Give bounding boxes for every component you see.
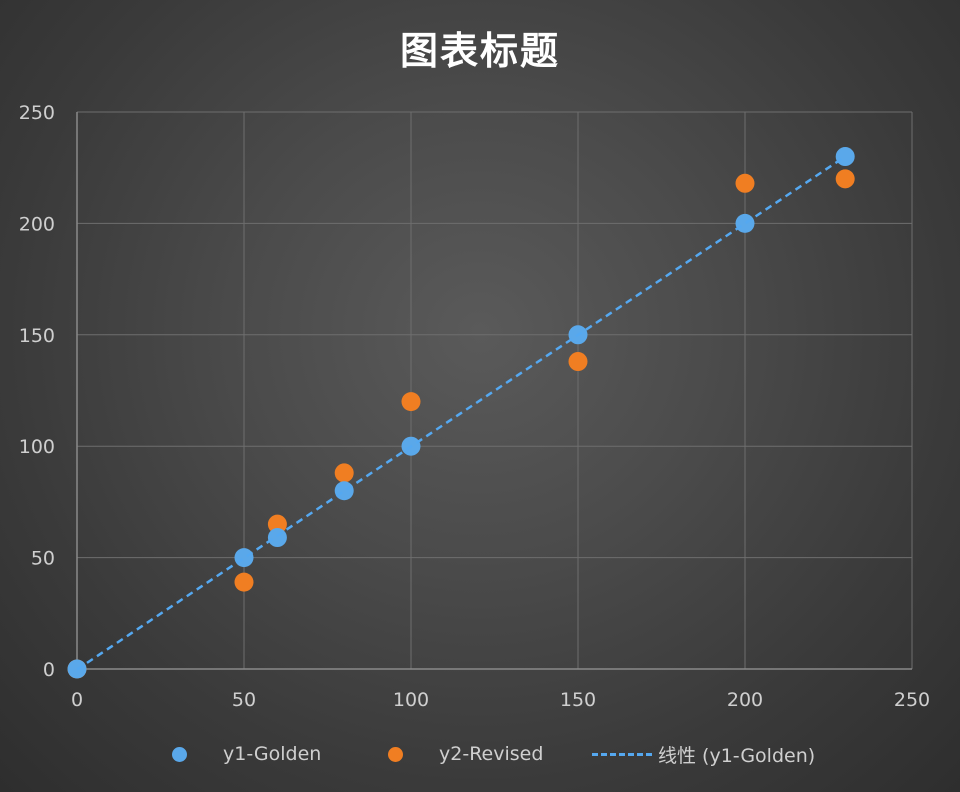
legend-swatch-y1-icon bbox=[172, 746, 187, 762]
y-tick-label: 200 bbox=[19, 213, 55, 235]
x-tick-label: 200 bbox=[727, 689, 763, 711]
y-tick-label: 0 bbox=[43, 659, 55, 681]
legend-swatch-y2-icon bbox=[388, 746, 403, 762]
x-tick-label: 150 bbox=[560, 689, 596, 711]
legend-swatch-trendline-icon bbox=[592, 752, 652, 756]
y-tick-label: 150 bbox=[19, 325, 55, 347]
legend-item-trendline: 线性 (y1-Golden) bbox=[592, 734, 815, 774]
y2-revised-point bbox=[267, 514, 287, 534]
y2-revised-point bbox=[234, 572, 254, 592]
y2-revised-point bbox=[401, 392, 421, 412]
legend-item-y2: y2-Revised bbox=[388, 734, 543, 774]
y2-revised-point bbox=[334, 463, 354, 483]
trendline bbox=[76, 155, 846, 671]
x-tick-label: 50 bbox=[232, 689, 256, 711]
y1-golden-point bbox=[334, 481, 354, 501]
x-tick-label: 0 bbox=[71, 689, 83, 711]
y1-golden-point bbox=[835, 147, 855, 167]
y-tick-label: 50 bbox=[31, 548, 55, 570]
chart-plot: 0 50 100 150 200 250 0 50 100 150 200 250 bbox=[19, 102, 930, 711]
x-tick-label: 250 bbox=[894, 689, 930, 711]
y2-revised-point bbox=[735, 173, 755, 193]
legend-label-y1: y1-Golden bbox=[223, 743, 322, 765]
x-tick-label: 100 bbox=[393, 689, 429, 711]
legend: y1-Golden y2-Revised 线性 (y1-Golden) bbox=[0, 734, 960, 774]
y1-golden-point bbox=[267, 528, 287, 548]
chart-title: 图表标题 bbox=[399, 29, 560, 73]
legend-label-trendline: 线性 (y1-Golden) bbox=[658, 744, 816, 767]
legend-item-y1: y1-Golden bbox=[172, 734, 321, 774]
y-tick-label: 100 bbox=[19, 436, 55, 458]
legend-label-y2: y2-Revised bbox=[439, 743, 544, 765]
y1-golden-point bbox=[234, 548, 254, 568]
y2-revised-point bbox=[568, 352, 588, 372]
y1-golden-point bbox=[735, 213, 755, 233]
y-tick-label: 250 bbox=[19, 102, 55, 124]
y2-revised-point bbox=[835, 169, 855, 189]
